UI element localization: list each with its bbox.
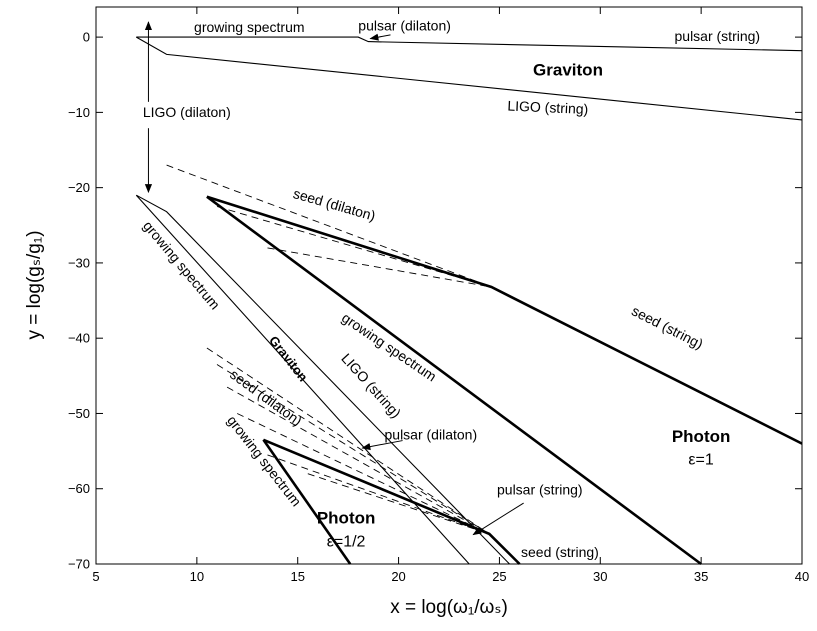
y-tick-label: −20 [68, 180, 90, 195]
series-line-photon-eps1-seed-dilaton-3 [267, 247, 492, 288]
annotation-label: LIGO (string) [338, 350, 404, 421]
series-line-photon-eps1-seed-dilaton-2 [216, 206, 492, 288]
annotation-label: LIGO (string) [507, 98, 589, 118]
series-group [135, 36, 803, 566]
y-tick-label: −30 [68, 255, 90, 270]
annotation-label: seed (string) [629, 302, 706, 352]
annotation-label: Graviton [533, 60, 603, 79]
annotation-label: Photon [317, 508, 376, 527]
series-line-photon-half-dashed-4 [237, 413, 490, 535]
annotation-label: LIGO (dilaton) [143, 104, 231, 120]
x-tick-label: 20 [391, 569, 405, 584]
annotation-label: growing spectrum [194, 19, 304, 35]
y-tick-label: −60 [68, 481, 90, 496]
annotation-label: growing spectrum [140, 218, 223, 313]
annotations-group: growing spectrum pulsar (dilaton) pulsar (… [140, 17, 760, 560]
y-tick-label: −40 [68, 331, 90, 346]
arrows-group [144, 21, 524, 536]
series-line-photon-half-dashed-3 [226, 386, 490, 535]
y-tick-label: 0 [83, 30, 90, 45]
x-tick-label: 35 [694, 569, 708, 584]
pulsar-string-arrow [472, 502, 524, 536]
axis-ticks: 5 10 15 20 25 30 35 40 0 −10 −20 −30 −40 −50 −60 −70 [68, 7, 809, 584]
annotation-label: Graviton [266, 333, 311, 384]
annotation-label: pulsar (dilaton) [358, 17, 451, 33]
series-line-photon-half-growing [262, 439, 352, 565]
series-line-graviton-eps-half-ligo [136, 194, 510, 565]
x-tick-label: 5 [92, 569, 99, 584]
pulsar-dilaton-arrow-mid [361, 440, 403, 451]
series-line-photon-half-dashed-6 [307, 473, 490, 535]
series-line-photon-eps1-seed [206, 195, 803, 445]
series-line-photon-eps1-seed-dilaton-1 [166, 164, 492, 288]
y-axis-label: y = log(gₛ/g₁) [24, 230, 45, 339]
series-line-graviton-ligo [136, 36, 803, 121]
x-tick-label: 15 [290, 569, 304, 584]
x-tick-label: 40 [795, 569, 809, 584]
annotation-label: ε=1/2 [327, 533, 366, 550]
y-tick-label: −50 [68, 406, 90, 421]
annotation-label: pulsar (dilaton) [384, 427, 477, 443]
x-axis-label: x = log(ω₁/ωₛ) [390, 597, 508, 618]
pulsar-dilaton-arrow-top [369, 33, 391, 41]
x-tick-label: 10 [190, 569, 204, 584]
annotation-label: pulsar (string) [497, 482, 583, 498]
series-line-photon-half-dashed-2 [216, 364, 490, 535]
series-line-photon-half-dashed-5 [267, 454, 490, 535]
annotation-label: seed (string) [521, 544, 599, 560]
annotation-label: pulsar (string) [675, 28, 761, 44]
annotation-label: ε=1 [688, 451, 713, 468]
series-line-photon-half-dashed-1 [206, 347, 490, 535]
x-tick-label: 25 [492, 569, 506, 584]
y-tick-label: −70 [68, 557, 90, 572]
annotation-label: seed (dilaton) [291, 185, 377, 224]
y-tick-label: −10 [68, 105, 90, 120]
x-tick-label: 30 [593, 569, 607, 584]
series-line-graviton-growing-pulsar [136, 36, 803, 52]
annotation-label: Photon [672, 427, 731, 446]
plot-frame [95, 6, 803, 565]
series-line-photon-eps1-growing [206, 195, 702, 566]
